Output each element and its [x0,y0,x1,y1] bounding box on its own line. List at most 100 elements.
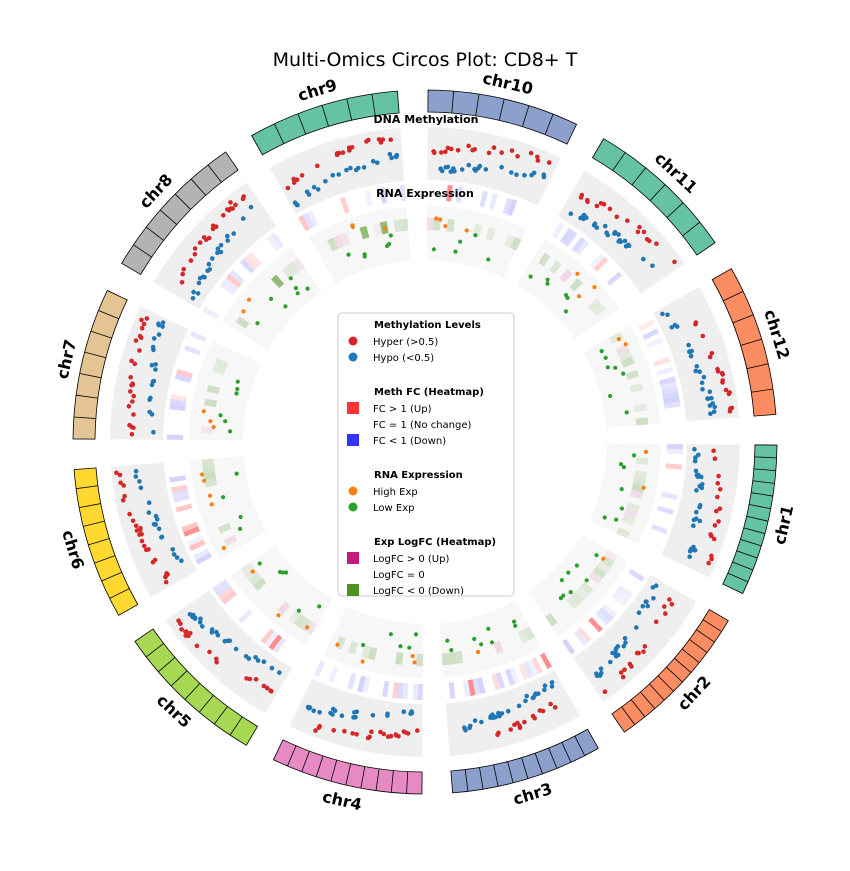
meth-point-hypo [160,320,166,325]
ideogram-tick [702,619,722,632]
meth-point-hyper [181,266,186,272]
meth-point-hyper [707,354,713,360]
meth-point-hyper [607,206,613,212]
meth-point-hyper [712,456,718,462]
exp-point-low [563,293,569,298]
meth-point-hyper [350,731,355,736]
meth-point-hypo [689,348,694,354]
meth-point-hypo [640,603,646,609]
exp-logfc-cell [629,383,643,393]
meth-point-hypo [317,710,322,715]
exp-logfc-cell [510,236,522,251]
meth-point-hyper [578,195,584,200]
meth-point-hypo [686,342,691,348]
chart-title: Multi-Omics Circos Plot: CD8+ T [273,49,578,71]
exp-logfc-cell [395,652,404,665]
meth-fc-cell [412,683,419,700]
exp-logfc-cell [240,562,255,575]
exp-point-high [601,556,606,561]
exp-point-high [207,493,213,498]
ideogram-tick [723,291,744,302]
exp-point-low [284,570,289,575]
exp-logfc-cell [217,522,232,534]
exp-logfc-cell [277,601,291,616]
ideogram-tick [746,515,769,522]
meth-point-hyper [129,424,134,430]
exp-point-low [486,626,491,631]
ideogram-tick [375,768,380,791]
exp-point-high [335,642,340,647]
meth-fc-cell [660,491,678,501]
meth-point-hypo [215,250,220,256]
exp-point-high [443,224,448,229]
ideogram-tick [321,105,329,127]
meth-point-hypo [156,321,161,327]
exp-point-low [407,645,412,650]
meth-point-hypo [472,718,478,723]
meth-fc-cell [170,393,188,402]
exp-logfc-cell [333,234,345,249]
legend-item-label: Low Exp [373,503,414,514]
exp-point-high [201,409,206,414]
ideogram-tick [184,683,201,700]
meth-point-hyper [388,137,394,142]
meth-point-hypo [448,169,454,174]
meth-point-hypo [605,232,610,238]
meth-fc-cell [327,666,339,683]
meth-point-hypo [240,216,246,221]
meth-point-hyper [540,708,546,714]
exp-point-low [624,410,629,415]
ideogram-tick [451,91,455,114]
meth-point-hyper [508,727,513,732]
exp-point-low [361,642,366,648]
ideogram-tick [640,691,656,709]
exp-point-high [412,660,417,665]
meth-point-hypo [693,516,699,521]
meth-point-hyper [347,147,352,153]
meth-point-hypo [153,367,158,372]
meth-point-hyper [192,246,198,251]
exp-logfc-cell [635,457,649,465]
meth-point-hypo [352,710,357,715]
ideogram-tick [732,314,754,324]
meth-point-hyper [637,224,642,230]
exp-point-low [479,642,484,647]
meth-point-hyper [663,611,668,616]
exp-logfc-cell [393,219,402,233]
meth-point-hyper [727,390,732,395]
meth-point-hypo [594,671,599,676]
meth-point-hyper [137,348,142,353]
ideogram-tick [754,456,777,459]
meth-point-hyper [121,483,126,488]
meth-fc-cell [518,663,530,681]
scatter-points [114,137,735,741]
exp-point-low [632,453,637,458]
ideogram-tick [94,555,116,564]
meth-fc-cell [193,548,210,561]
meth-point-hypo [151,429,156,435]
meth-fc-cell [173,494,190,503]
meth-point-hypo [151,336,157,341]
ideogram-tick [174,193,192,210]
meth-point-hyper [131,412,136,417]
exp-logfc-cell [626,502,640,513]
ideogram-tick [681,648,700,664]
meth-point-hypo [697,502,703,508]
meth-point-hypo [699,482,705,487]
meth-point-hyper [285,185,291,191]
meth-fc-cell [169,404,186,412]
meth-fc-cell [573,629,588,646]
meth-point-hypo [156,332,162,337]
exp-point-high [475,649,481,655]
exp-logfc-cell [292,257,305,272]
meth-fc-cell [302,212,315,230]
ideogram-tick [689,639,708,653]
meth-point-hypo [532,692,538,698]
meth-point-hypo [499,164,504,170]
meth-point-hyper [194,643,200,649]
exp-point-low [558,596,564,601]
meth-point-hyper [618,670,624,675]
meth-point-hypo [330,706,336,712]
legend-marker-square [347,568,359,580]
meth-fc-cell [562,638,576,655]
